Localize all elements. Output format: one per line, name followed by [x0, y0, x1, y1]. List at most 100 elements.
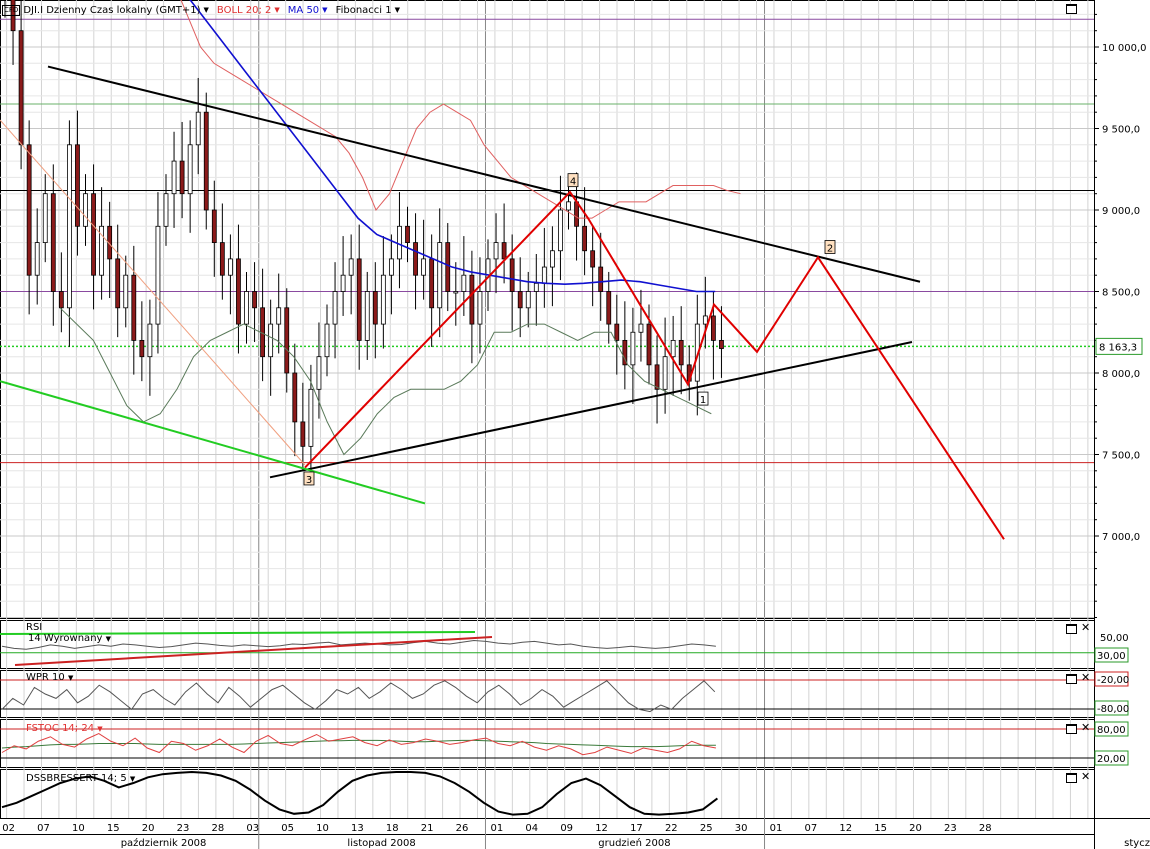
maximize-wpr-icon[interactable] — [1066, 674, 1077, 684]
wave-label-box — [303, 471, 315, 486]
wpr-title[interactable]: WPR 10 ▼ — [26, 672, 74, 683]
candle-down — [574, 201, 579, 227]
candle-down — [203, 111, 209, 211]
close-rsi-icon[interactable]: ✕ — [1081, 621, 1091, 634]
candle-up — [380, 274, 386, 325]
time-tick-label: 02 — [2, 823, 15, 834]
dropdown-arrow-icon: ▼ — [67, 674, 74, 682]
bollinger-upper-line — [180, 0, 741, 219]
candle-down — [598, 266, 604, 292]
candle-up — [244, 291, 249, 325]
candle-down — [445, 242, 451, 292]
candle-up — [702, 315, 708, 325]
candle-up — [83, 193, 88, 227]
current-value-box — [1095, 337, 1143, 355]
candle-down — [75, 144, 80, 227]
time-tick-label: 21 — [421, 823, 434, 834]
maximize-fstoc-icon[interactable] — [1066, 724, 1077, 734]
candle-down — [405, 225, 410, 244]
fibonacci-fan-line — [0, 119, 306, 466]
ma-label: MA 50 — [287, 4, 320, 16]
maximize-dss-icon[interactable] — [1066, 773, 1077, 783]
wpr-line — [1, 680, 716, 713]
close-wpr-icon[interactable]: ✕ — [1081, 671, 1091, 684]
candle-down — [179, 160, 185, 195]
time-tick-label: 23 — [944, 823, 957, 834]
chart-header: CFD DJI.I Dzienny Czas lokalny (GMT+1) ▼… — [2, 2, 400, 18]
candle-down — [115, 258, 121, 309]
candle-up — [276, 307, 282, 325]
fstoc-value-box-upper — [1094, 721, 1129, 737]
candle-down — [646, 323, 652, 366]
fstoc-tick-label: 80,00 — [1097, 725, 1126, 736]
time-tick-label: 15 — [874, 823, 887, 834]
dropdown-arrow-icon: ▼ — [129, 775, 136, 783]
rsi-title[interactable]: RSI — [26, 622, 43, 633]
time-tick-label: 17 — [630, 823, 643, 834]
dropdown-arrow-icon: ▼ — [274, 6, 280, 14]
fstoc-value-box-lower — [1094, 750, 1129, 766]
candle-up — [566, 201, 571, 211]
wave-label-box — [697, 391, 709, 406]
candle-up — [437, 242, 443, 309]
month-label: grudzień 2008 — [598, 837, 670, 849]
price-tick-label: 8 500,0 — [1102, 288, 1140, 299]
time-tick-label: 09 — [560, 823, 573, 834]
rsi-value-box — [1094, 647, 1129, 663]
candle-down — [356, 258, 362, 341]
time-tick-label: 26 — [456, 823, 469, 834]
time-tick-label: 18 — [386, 823, 399, 834]
candle-up — [67, 144, 72, 309]
candle-up — [493, 242, 499, 260]
wave-label-box — [567, 173, 579, 188]
candle-up — [316, 356, 322, 390]
candle-up — [34, 242, 40, 276]
candle-up — [638, 323, 644, 333]
candle-down — [292, 372, 298, 423]
wave-label: 2 — [827, 243, 833, 254]
boll-label: BOLL 20; 2 — [216, 4, 272, 16]
time-tick-label: 28 — [212, 823, 225, 834]
candle-down — [654, 364, 660, 390]
candle-up — [227, 258, 233, 276]
cfd-badge: CFD — [2, 4, 21, 16]
time-tick-label: 22 — [665, 823, 678, 834]
candle-up — [541, 266, 547, 284]
candle-down — [300, 421, 306, 447]
rsi-green-trendline — [0, 631, 476, 635]
rsi-subtitle[interactable]: 14 Wyrownany ▼ — [28, 633, 112, 644]
candle-up — [388, 258, 394, 276]
symbol-dropdown[interactable]: CFD DJI.I Dzienny Czas lokalny (GMT+1) ▼ — [2, 4, 209, 16]
candle-down — [252, 291, 257, 309]
symbol-label: DJI.I Dzienny Czas lokalny (GMT+1) — [23, 4, 201, 16]
wpr-value-box-lower — [1094, 700, 1129, 716]
dropdown-arrow-icon: ▼ — [203, 6, 209, 14]
fstoc-slow-line — [1, 739, 716, 749]
candle-down — [501, 242, 507, 260]
close-dss-icon[interactable]: ✕ — [1081, 770, 1091, 783]
candle-down — [582, 225, 587, 252]
fib-indicator-dropdown[interactable]: Fibonacci 1 ▼ — [336, 5, 400, 16]
candle-down — [372, 291, 378, 325]
wave-label: 1 — [700, 395, 706, 406]
time-tick-label: 01 — [491, 823, 504, 834]
month-label: styczeń 2009 — [1124, 837, 1150, 849]
bollinger-lower-line — [59, 307, 712, 456]
maximize-rsi-icon[interactable] — [1066, 624, 1077, 634]
candle-down — [219, 242, 225, 276]
close-fstoc-icon[interactable]: ✕ — [1081, 721, 1091, 734]
candle-down — [26, 144, 32, 276]
ma-indicator-dropdown[interactable]: MA 50 ▼ — [288, 5, 328, 16]
fstoc-title[interactable]: FSTOC 14; 24 ▼ — [26, 723, 103, 734]
candle-down — [58, 291, 64, 309]
dss-title[interactable]: DSSBRESSERT 14; 5 ▼ — [26, 773, 136, 784]
wpr-tick-label: -20,00 — [1097, 675, 1129, 686]
boll-indicator-dropdown[interactable]: BOLL 20; 2 ▼ — [217, 5, 280, 16]
candle-down — [469, 274, 475, 325]
dropdown-arrow-icon: ▼ — [105, 635, 112, 643]
candle-up — [332, 291, 338, 325]
candle-down — [107, 225, 113, 260]
candle-up — [99, 225, 104, 276]
maximize-main-icon[interactable] — [1066, 4, 1077, 14]
